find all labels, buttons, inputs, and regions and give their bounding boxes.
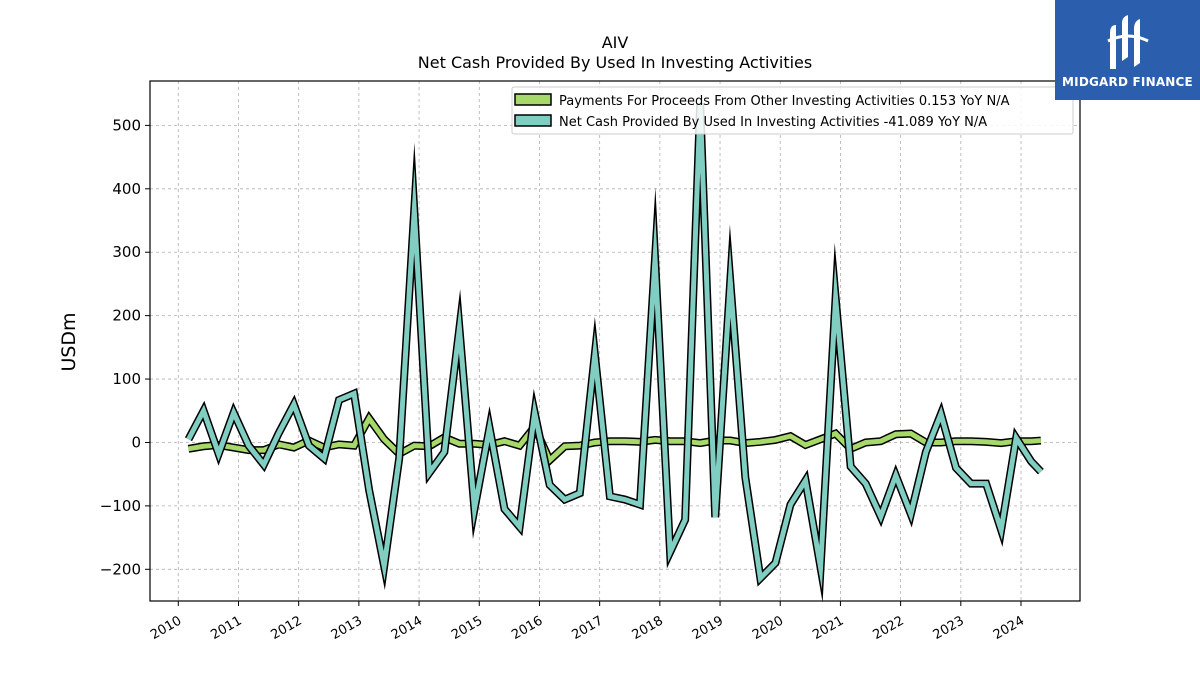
y-tick-label: 200 — [112, 307, 141, 325]
y-tick-label: 300 — [112, 243, 141, 261]
y-tick-label: 500 — [112, 116, 141, 134]
y-axis: 500 400 300 200 100 0 −100 −200 — [100, 116, 150, 578]
chart-title: AIV — [602, 33, 629, 52]
legend-swatch-net-cash — [514, 114, 552, 127]
series-net-cash — [184, 103, 1044, 603]
y-tick-label: 400 — [112, 180, 141, 198]
chart-subtitle: Net Cash Provided By Used In Investing A… — [418, 53, 812, 72]
midgard-finance-logo: MIDGARD FINANCE — [1055, 0, 1200, 100]
midgard-logo-icon — [1106, 15, 1149, 69]
legend-box — [511, 86, 1074, 135]
legend-label-payments: Payments For Proceeds From Other Investi… — [559, 94, 1010, 109]
series-net-cash-line — [186, 103, 1043, 590]
y-tick-label: −200 — [100, 560, 141, 578]
series-layer — [184, 103, 1044, 603]
legend-label-net-cash: Net Cash Provided By Used In Investing A… — [559, 115, 987, 130]
y-tick-label: −100 — [100, 497, 141, 515]
series-payments-line — [188, 413, 1042, 465]
brand-name: MIDGARD FINANCE — [1062, 75, 1193, 89]
y-tick-label: 0 — [131, 433, 141, 451]
plot-frame — [149, 80, 1081, 602]
legend-swatch-payments — [514, 93, 552, 106]
series-payments — [187, 410, 1042, 467]
grid — [150, 81, 1080, 601]
y-tick-label: 100 — [112, 370, 141, 388]
legend: Payments For Proceeds From Other Investi… — [511, 86, 1074, 135]
y-axis-label: USDm — [58, 312, 80, 371]
